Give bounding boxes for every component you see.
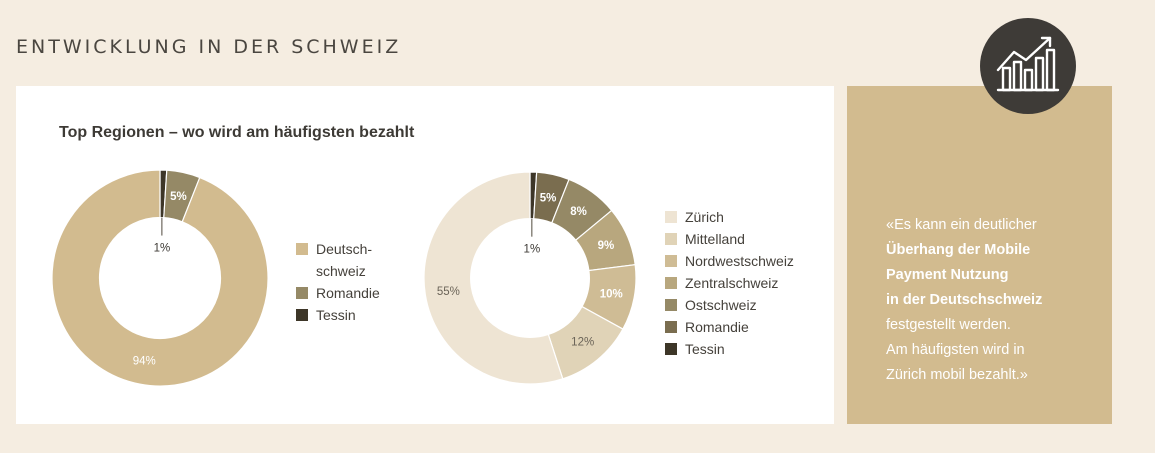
chart-title: Top Regionen – wo wird am häufigsten bez…	[59, 124, 415, 141]
legend-item-ostschweiz: Ostschweiz	[665, 294, 794, 316]
legend-swatch	[665, 343, 677, 355]
data-label-deutschschweiz: 94%	[133, 356, 156, 368]
slice-deutschschweiz	[51, 169, 269, 387]
legend-label: Ostschweiz	[685, 297, 757, 313]
data-label-zentralschweiz: 9%	[598, 240, 615, 252]
legend-swatch	[296, 287, 308, 299]
legend-label: Romandie	[685, 319, 749, 335]
legend-item-tessin: Tessin	[296, 304, 380, 326]
quote-box: «Es kann ein deutlicher Überhang der Mob…	[847, 86, 1112, 424]
legend-swatch	[665, 233, 677, 245]
data-label-tessin: 1%	[154, 243, 171, 255]
legend-label: Deutsch- schweiz	[316, 241, 373, 279]
data-label-romandie: 5%	[540, 192, 557, 204]
legend-item-zentralschweiz: Zentralschweiz	[665, 272, 794, 294]
legend-label: Nordwestschweiz	[685, 253, 794, 269]
data-label-romandie: 5%	[170, 191, 187, 203]
donut-chart-regions: 1% 5% 94%	[51, 169, 269, 387]
legend-item-z-rich: Zürich	[665, 206, 794, 228]
quote-line: Am häufigsten wird in	[886, 342, 1025, 358]
data-label-ostschweiz: 8%	[570, 206, 587, 218]
data-label-tessin: 1%	[524, 244, 541, 256]
legend-label: Romandie	[316, 285, 380, 301]
slice-z-rich	[423, 171, 564, 385]
quote-text: «Es kann ein deutlicher Überhang der Mob…	[886, 213, 1106, 388]
data-label-nordwestschweiz: 10%	[600, 288, 623, 300]
legend-swatch	[665, 255, 677, 267]
legend-item-nordwestschweiz: Nordwestschweiz	[665, 250, 794, 272]
legend-swatch	[665, 299, 677, 311]
legend-label: Zentralschweiz	[685, 275, 779, 291]
legend-swatch	[665, 277, 677, 289]
legend-regions: Deutsch- schweiz Romandie Tessin	[296, 238, 380, 326]
legend-swatch	[665, 321, 677, 333]
quote-line-bold: Payment Nutzung	[886, 267, 1009, 283]
legend-label: Zürich	[685, 209, 724, 225]
quote-line: Zürich mobil bezahlt.»	[886, 367, 1028, 383]
legend-swatch	[665, 211, 677, 223]
chart-panel: Top Regionen – wo wird am häufigsten bez…	[16, 86, 834, 424]
legend-swatch	[296, 243, 308, 255]
donut-chart-detail: 1% 5% 8% 9% 10% 12% 55%	[423, 171, 637, 385]
legend-item-romandie: Romandie	[665, 316, 794, 338]
quote-line: «Es kann ein deutlicher	[886, 217, 1037, 233]
legend-label: Tessin	[685, 341, 725, 357]
legend-item-deutsch-schweiz: Deutsch- schweiz	[296, 238, 380, 282]
legend-label: Tessin	[316, 307, 356, 323]
section-title: ENTWICKLUNG IN DER SCHWEIZ	[16, 36, 402, 58]
quote-line-bold: Überhang der Mobile	[886, 242, 1031, 258]
legend-label: Mittelland	[685, 231, 745, 247]
data-label-mittelland: 12%	[571, 337, 594, 349]
legend-item-mittelland: Mittelland	[665, 228, 794, 250]
quote-line: festgestellt werden.	[886, 317, 1011, 333]
data-label-z-rich: 55%	[437, 286, 460, 298]
legend-item-romandie: Romandie	[296, 282, 380, 304]
growth-chart-icon	[980, 18, 1076, 114]
legend-swatch	[296, 309, 308, 321]
legend-item-tessin: Tessin	[665, 338, 794, 360]
quote-line-bold: in der Deutschschweiz	[886, 292, 1043, 308]
legend-detail: Zürich Mittelland Nordwestschweiz Zentralsc…	[665, 206, 794, 360]
